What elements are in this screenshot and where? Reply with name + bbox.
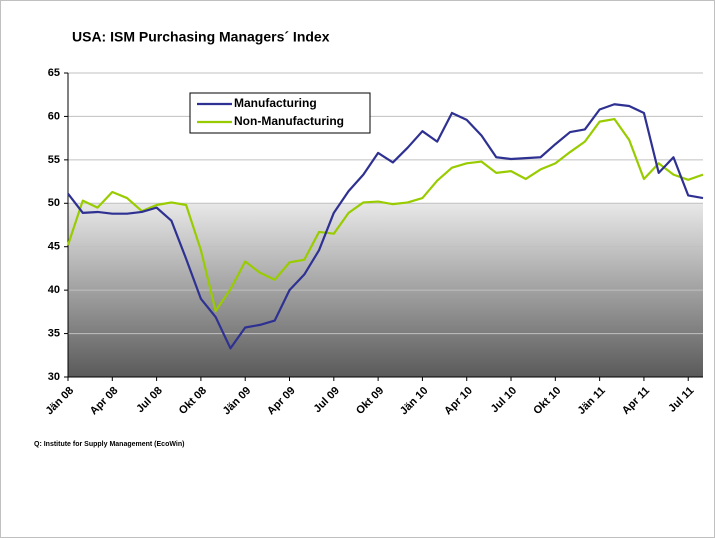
- chart-title: USA: ISM Purchasing Managers´ Index: [72, 29, 330, 45]
- y-tick-label: 35: [48, 327, 60, 339]
- legend-label: Manufacturing: [234, 96, 317, 110]
- y-tick-label: 30: [48, 371, 60, 383]
- y-tick-label: 60: [48, 110, 60, 122]
- y-tick-label: 55: [48, 154, 60, 166]
- legend-label: Non-Manufacturing: [234, 114, 344, 128]
- y-tick-label: 50: [48, 197, 60, 209]
- series-line: [66, 117, 704, 313]
- legend-box: [189, 92, 371, 134]
- y-tick-label: 45: [48, 241, 60, 253]
- y-tick-label: 40: [48, 284, 60, 296]
- y-tick-label: 65: [48, 67, 60, 79]
- source: Q: Institute for Supply Management (EcoW…: [34, 441, 184, 448]
- series-line: [67, 103, 704, 350]
